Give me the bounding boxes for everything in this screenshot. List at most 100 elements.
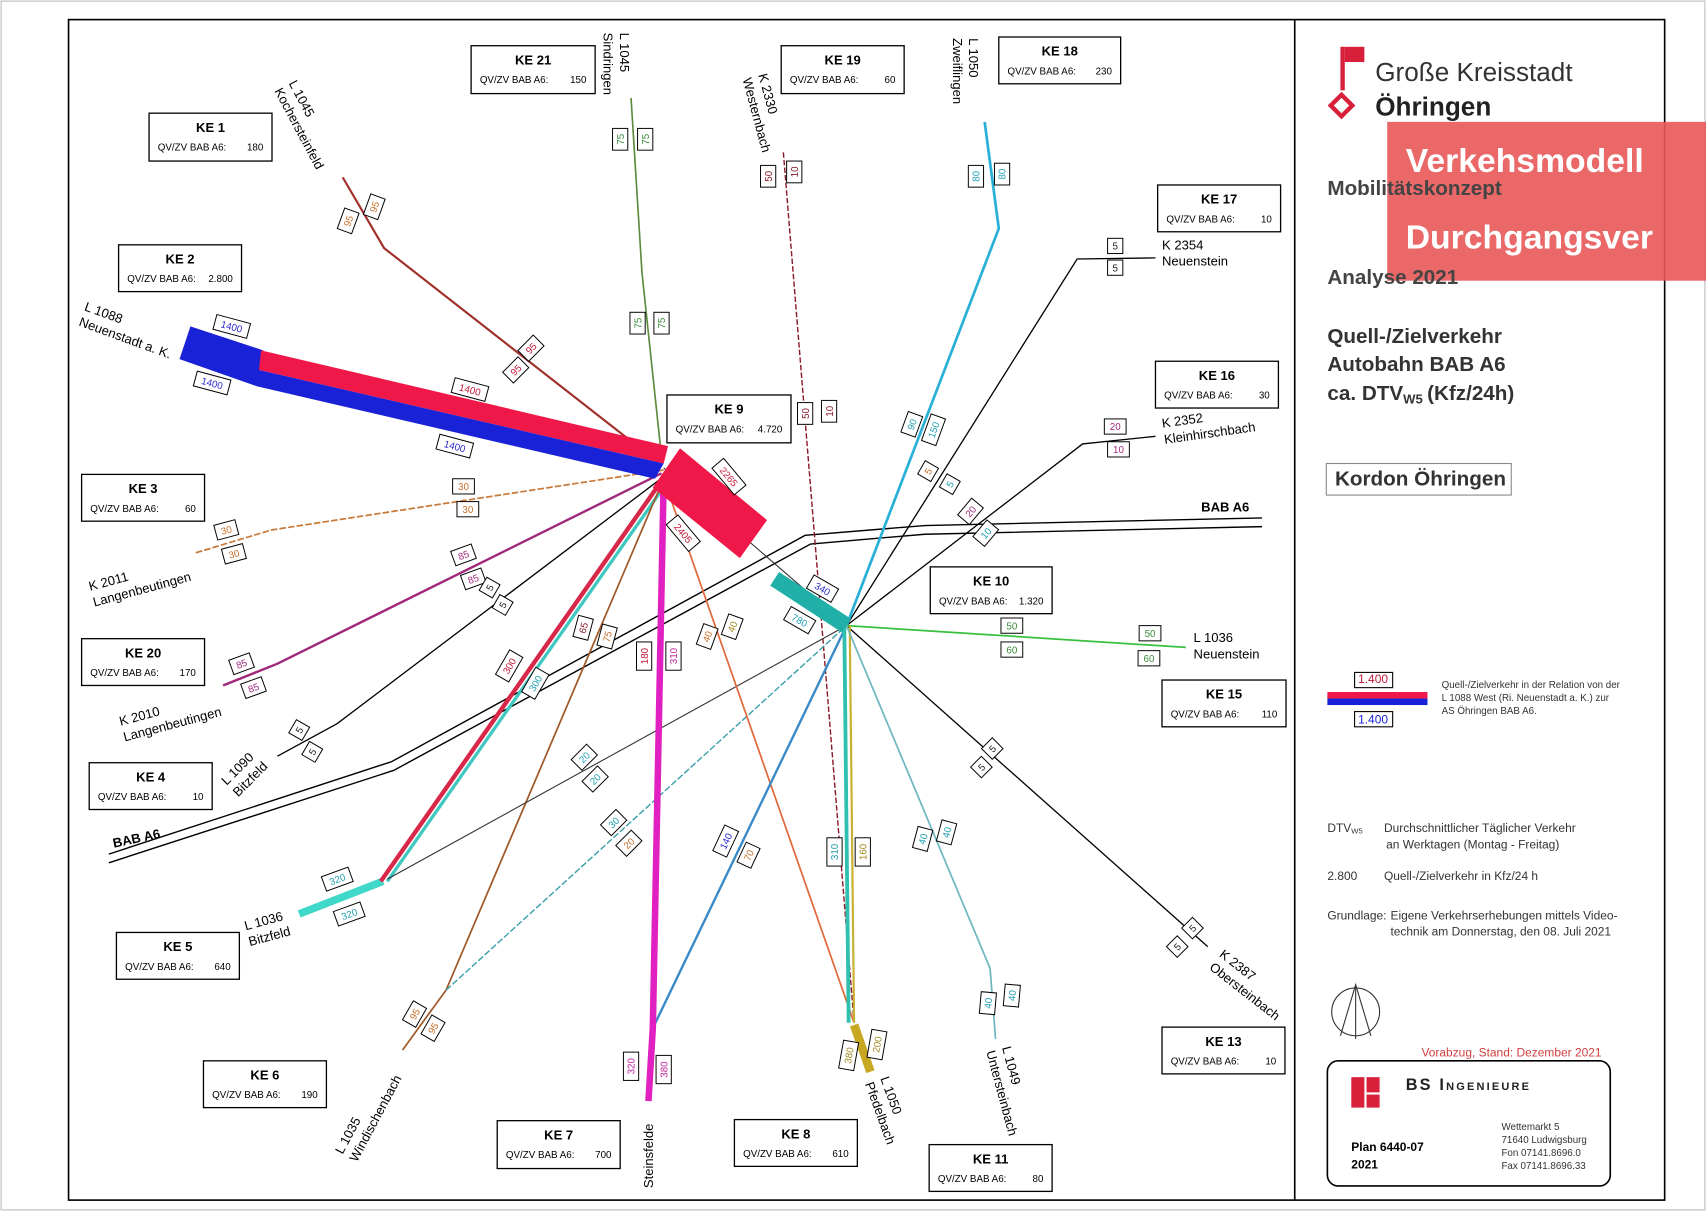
flow-box [736, 841, 761, 869]
flow-box [572, 614, 594, 641]
zone-name: KE 21 [515, 52, 551, 67]
zone-value: 80 [1033, 1174, 1044, 1185]
road-place: Neuenstein [1162, 254, 1228, 269]
zone-value: 10 [1265, 1057, 1276, 1068]
zone-box [148, 112, 273, 162]
zone-name: KE 4 [136, 769, 166, 784]
flow-label: 5 [917, 460, 940, 483]
flow-box [655, 1054, 672, 1085]
flow-label: 340 [805, 574, 840, 603]
flow-box [494, 649, 524, 683]
flow-label: 80 [967, 164, 985, 188]
flow-label: 75 [612, 127, 629, 151]
flow-label: 5 [491, 593, 514, 617]
zone-label: QV/ZV BAB A6: [90, 668, 158, 679]
flow-value: 320 [627, 1058, 638, 1075]
flow-label: 80 [993, 162, 1011, 186]
flow-label: 95 [517, 334, 545, 362]
label: Plan 6440-07 [1351, 1140, 1424, 1154]
flow-box [854, 837, 871, 867]
zone-name: KE 7 [544, 1127, 573, 1142]
flow-label: 320 [622, 1051, 640, 1081]
flow-value: 95 [368, 200, 382, 215]
flow-box [1103, 418, 1127, 435]
zone-box [80, 638, 206, 687]
flow-value: 50 [764, 170, 775, 181]
flow-label: 180 [635, 641, 653, 671]
flow-value: 10 [790, 166, 801, 177]
legend-bar [1327, 691, 1428, 699]
flow-box [491, 593, 514, 617]
flow-value: 10 [1113, 445, 1124, 456]
zone-name: KE 17 [1201, 192, 1237, 207]
flow-label: 85 [228, 652, 255, 676]
flow-box [570, 743, 599, 772]
flow-value: 310 [830, 843, 841, 860]
unit-part: (Kfz/24h) [1427, 382, 1514, 405]
flow-box [1107, 441, 1130, 458]
flow-label: 780 [782, 605, 817, 635]
label: AS Öhringen BAB A6. [1442, 706, 1537, 717]
flow-value: 40 [1007, 989, 1019, 1001]
label: Kordon Öhringen [1335, 467, 1506, 490]
flow-value: 65 [578, 621, 592, 635]
flow-value: 20 [1110, 422, 1121, 433]
flow-value: 85 [235, 658, 250, 672]
label: 71640 Ludwigsburg [1501, 1135, 1586, 1146]
flow-box [362, 193, 386, 221]
flow-box [920, 413, 947, 447]
flow-label: 50 [797, 402, 814, 425]
zone-label: QV/ZV BAB A6: [938, 1174, 1007, 1185]
label: BS Ingenieure [1406, 1076, 1531, 1094]
flow-label: 30 [456, 501, 480, 518]
flow-box [826, 837, 843, 867]
flow-label: 50 [1000, 617, 1024, 634]
zone-value: 610 [832, 1149, 849, 1160]
zone-value: 230 [1096, 66, 1113, 77]
label: 1.400 [1358, 712, 1388, 726]
flow-label: 10 [1107, 441, 1130, 458]
zone-value: 60 [885, 75, 896, 86]
flow-value: 320 [328, 872, 348, 888]
flow-box [192, 370, 232, 396]
flow-value: 30 [458, 482, 469, 493]
dtv: DTVW5 [1327, 821, 1362, 835]
flow-label: 95 [401, 1000, 428, 1028]
flow-box [450, 543, 477, 567]
flow-label: 40 [911, 825, 934, 852]
zone-label: QV/ZV BAB A6: [125, 962, 194, 973]
flow-value: 5 [945, 479, 958, 490]
zone-box [780, 45, 905, 95]
zone-value: 180 [247, 143, 264, 154]
flow-box [637, 127, 654, 151]
flow-label: 150 [920, 413, 947, 447]
zone-label: QV/ZV BAB A6: [212, 1090, 281, 1101]
zone-name: KE 8 [781, 1126, 810, 1141]
label: Wettemarkt 5 [1501, 1122, 1560, 1133]
flow-label: 95 [420, 1014, 446, 1043]
flow-value: 85 [467, 573, 482, 587]
zone-name: KE 6 [250, 1068, 279, 1083]
flow-label: 5 [1107, 237, 1124, 255]
flow-box [1000, 641, 1024, 658]
flow-box [797, 402, 814, 425]
flow-label: 20 [570, 743, 599, 772]
zone-name: KE 10 [973, 574, 1009, 589]
zone-value: 4.720 [758, 424, 783, 435]
zone-label: QV/ZV BAB A6: [1171, 709, 1240, 720]
flow-box [212, 313, 252, 339]
unit: ca. DTVW5 (Kfz/24h) [1327, 382, 1514, 406]
zone-box [470, 45, 596, 95]
flow-value: 50 [801, 407, 812, 418]
zone-label: QV/ZV BAB A6: [98, 792, 166, 803]
flow-box [450, 377, 490, 402]
flow-label: 75 [596, 623, 618, 650]
label: Fon 07141.8696.0 [1501, 1148, 1581, 1159]
flow-value: 30 [462, 505, 473, 516]
flow-value: 30 [220, 524, 234, 538]
flow-value: 75 [633, 317, 644, 328]
flow-box [1180, 916, 1204, 940]
zone-name: KE 19 [825, 52, 861, 67]
zone-value: 640 [214, 962, 231, 973]
